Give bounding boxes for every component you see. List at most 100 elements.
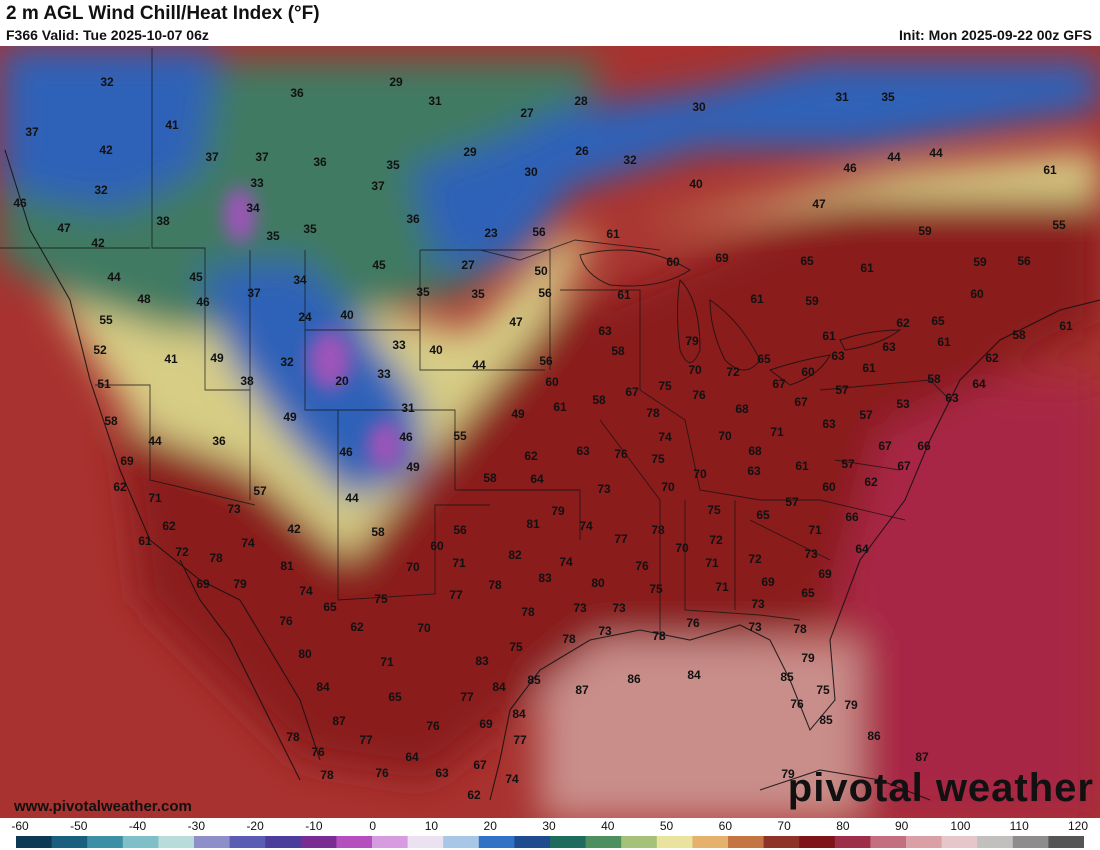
legend-swatch (621, 836, 658, 848)
temperature-value: 62 (896, 316, 910, 330)
temperature-value: 36 (212, 434, 226, 448)
temperature-value: 62 (864, 475, 878, 489)
temperature-value: 61 (1043, 163, 1057, 177)
temperature-value: 75 (509, 640, 523, 654)
temperature-value: 47 (509, 315, 523, 329)
temperature-value: 67 (625, 385, 639, 399)
temperature-value: 72 (748, 552, 762, 566)
temperature-value: 46 (399, 430, 413, 444)
temperature-value: 77 (513, 733, 527, 747)
temperature-value: 87 (575, 683, 589, 697)
temperature-value: 28 (574, 94, 588, 108)
temperature-value: 63 (945, 391, 959, 405)
temperature-value: 63 (822, 417, 836, 431)
temperature-field (0, 46, 1100, 818)
temperature-value: 60 (801, 365, 815, 379)
temperature-value: 61 (937, 335, 951, 349)
temperature-value: 31 (401, 401, 415, 415)
temperature-value: 44 (148, 434, 162, 448)
temperature-value: 60 (970, 287, 984, 301)
legend-swatch (834, 836, 871, 848)
forecast-valid-time: F366 Valid: Tue 2025-10-07 06z (6, 27, 209, 43)
temperature-value: 63 (747, 464, 761, 478)
temperature-value: 64 (972, 377, 986, 391)
temperature-value: 57 (253, 484, 267, 498)
temperature-value: 40 (689, 177, 703, 191)
temperature-value: 76 (614, 447, 628, 461)
temperature-value: 78 (562, 632, 576, 646)
temperature-value: 34 (246, 201, 260, 215)
temperature-value: 23 (484, 226, 498, 240)
legend-tick: 70 (777, 819, 791, 833)
temperature-value: 79 (233, 577, 247, 591)
legend-swatch (728, 836, 765, 848)
temperature-value: 71 (452, 556, 466, 570)
temperature-value: 69 (761, 575, 775, 589)
temperature-value: 55 (1052, 218, 1066, 232)
temperature-value: 44 (929, 146, 943, 160)
legend-swatch (870, 836, 907, 848)
legend-swatch (300, 836, 337, 848)
legend-tick: 0 (369, 819, 376, 833)
temperature-value: 66 (917, 439, 931, 453)
temperature-value: 35 (266, 229, 280, 243)
legend-tick: 100 (950, 819, 971, 833)
temperature-value: 52 (93, 343, 107, 357)
legend-swatch (941, 836, 978, 848)
temperature-value: 77 (460, 690, 474, 704)
temperature-value: 70 (693, 467, 707, 481)
temperature-value: 56 (453, 523, 467, 537)
temperature-value: 69 (715, 251, 729, 265)
temperature-value: 87 (915, 750, 929, 764)
temperature-value: 35 (471, 287, 485, 301)
temperature-value: 73 (612, 601, 626, 615)
temperature-value: 60 (666, 255, 680, 269)
temperature-value: 35 (416, 285, 430, 299)
temperature-value: 84 (492, 680, 506, 694)
legend-swatch (16, 836, 53, 848)
temperature-value: 69 (479, 717, 493, 731)
temperature-value: 30 (692, 100, 706, 114)
temperature-value: 87 (332, 714, 346, 728)
temperature-value: 73 (573, 601, 587, 615)
temperature-value: 76 (375, 766, 389, 780)
weather-map[interactable]: 32 36 29 31 28 30 31 35 37 41 27 42 37 37 36 35 29 26 32 44… (0, 46, 1100, 818)
temperature-value: 30 (524, 165, 538, 179)
temperature-value: 40 (340, 308, 354, 322)
legend-tick: -10 (305, 819, 323, 833)
legend-tick: -40 (128, 819, 147, 833)
temperature-value: 49 (511, 407, 525, 421)
temperature-value: 56 (532, 225, 546, 239)
temperature-value: 62 (350, 620, 364, 634)
temperature-value: 42 (287, 522, 301, 536)
temperature-value: 79 (844, 698, 858, 712)
temperature-value: 63 (435, 766, 449, 780)
legend-swatch (656, 836, 693, 848)
legend-swatch (372, 836, 409, 848)
temperature-value: 36 (290, 86, 304, 100)
temperature-value: 69 (196, 577, 210, 591)
temperature-value: 44 (107, 270, 121, 284)
temperature-value: 78 (521, 605, 535, 619)
temperature-value: 76 (790, 697, 804, 711)
temperature-value: 38 (240, 374, 254, 388)
temperature-value: 61 (1059, 319, 1073, 333)
temperature-value: 46 (843, 161, 857, 175)
legend-tick: 20 (483, 819, 497, 833)
temperature-value: 61 (795, 459, 809, 473)
legend-tick: 50 (659, 819, 674, 833)
temperature-value: 37 (247, 286, 261, 300)
model-init-time: Init: Mon 2025-09-22 00z GFS (899, 27, 1092, 43)
temperature-value: 85 (819, 713, 833, 727)
temperature-value: 60 (430, 539, 444, 553)
temperature-value: 55 (99, 313, 113, 327)
temperature-value: 70 (688, 363, 702, 377)
temperature-value: 56 (538, 286, 552, 300)
temperature-value: 76 (311, 745, 325, 759)
temperature-value: 75 (374, 592, 388, 606)
legend-tick: -20 (246, 819, 264, 833)
temperature-value: 62 (985, 351, 999, 365)
legend-tick: 60 (718, 819, 733, 833)
temperature-value: 83 (538, 571, 552, 585)
legend-swatch (977, 836, 1014, 848)
